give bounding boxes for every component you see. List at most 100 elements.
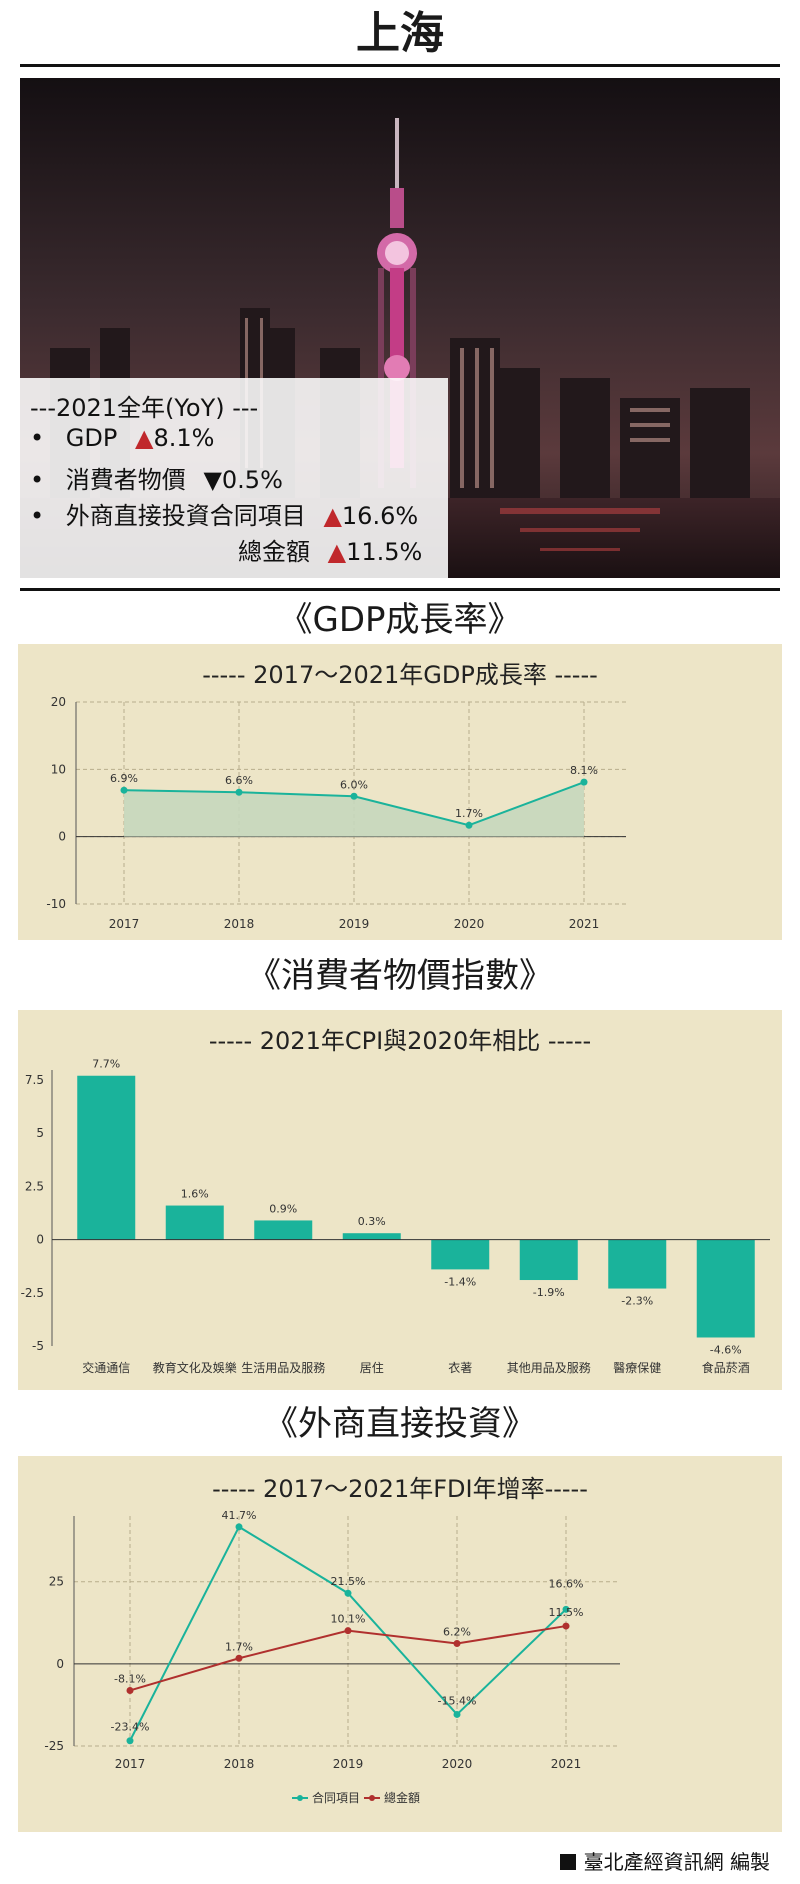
up-arrow-icon: ▲ <box>327 538 347 566</box>
cpi-bar <box>696 1239 755 1338</box>
yoy-stats-box: ---2021全年(YoY) --- • GDP ▲8.1% • 消費者物價 ▼… <box>20 378 448 578</box>
stats-header: ---2021全年(YoY) --- <box>30 394 259 422</box>
data-label: 7.7% <box>92 1058 120 1071</box>
cpi-bar <box>77 1075 136 1240</box>
stat-value: 11.5% <box>346 538 423 566</box>
data-label: 1.7% <box>455 807 483 820</box>
x-tick-label: 2021 <box>551 1757 582 1771</box>
gdp-point <box>235 788 243 796</box>
chart-title: ----- 2017～2021年GDP成長率 ----- <box>202 661 598 689</box>
stat-cpi: • 消費者物價 ▼0.5% <box>30 460 283 495</box>
stat-label: 外商直接投資合同項目 <box>65 502 306 530</box>
data-label: -1.9% <box>533 1286 565 1299</box>
y-tick-label: 5 <box>36 1126 44 1140</box>
x-tick-label: 生活用品及服務 <box>241 1361 325 1375</box>
stat-fdi-projects: • 外商直接投資合同項目 ▲16.6% <box>30 496 418 531</box>
page-title: 上海 <box>356 8 444 59</box>
x-tick-label: 食品菸酒 <box>702 1360 750 1375</box>
stat-value: 0.5% <box>221 466 283 494</box>
x-tick-label: 衣著 <box>448 1360 472 1375</box>
cpi-bar <box>165 1205 224 1240</box>
data-label: 1.7% <box>225 1640 253 1653</box>
data-label: 6.6% <box>225 774 253 787</box>
x-tick-label: 2018 <box>224 917 255 931</box>
data-label: -15.4% <box>438 1694 477 1707</box>
data-label: 1.6% <box>181 1188 209 1201</box>
section-title-gdp: 《GDP成長率》 <box>278 600 522 640</box>
series-point <box>344 1589 352 1597</box>
y-tick-label: 20 <box>51 695 66 709</box>
stat-value: 8.1% <box>153 424 215 452</box>
data-label: 11.5% <box>549 1606 584 1619</box>
gdp-chart: 20 10 0 -10 2017 2018 2019 2020 2021 6.9% 6.6% 6.0%… <box>46 695 626 931</box>
up-arrow-icon: ▲ <box>135 424 154 452</box>
x-tick-label: 教育文化及娛樂 <box>153 1360 237 1375</box>
x-tick-label: 2020 <box>454 917 485 931</box>
series-point <box>562 1622 570 1630</box>
legend-label: 總金額 <box>384 1790 420 1805</box>
gdp-point <box>120 786 128 794</box>
data-label: -2.3% <box>621 1295 653 1308</box>
data-label: -23.4% <box>111 1721 150 1734</box>
footer-credit: 臺北產經資訊網 編製 <box>559 1846 770 1875</box>
x-tick-label: 2019 <box>339 917 370 931</box>
x-tick-label: 2019 <box>333 1757 364 1771</box>
y-tick-label: -25 <box>44 1739 64 1753</box>
stat-label: 總金額 <box>238 538 310 566</box>
x-tick-label: 居住 <box>360 1361 384 1375</box>
fdi-chart-panel: ----- 2017～2021年FDI年增率----- 25 0 -25 2017 20… <box>18 1456 782 1832</box>
series-point <box>235 1523 243 1531</box>
stat-value: 16.6% <box>341 502 419 530</box>
bullet: • <box>30 502 45 530</box>
title-divider <box>20 64 780 67</box>
x-tick-label: 其他用品及服務 <box>507 1361 591 1375</box>
data-label: 8.1% <box>570 764 598 777</box>
cpi-bar <box>254 1220 313 1240</box>
data-label: 41.7% <box>222 1509 257 1522</box>
x-tick-label: 交通通信 <box>82 1360 130 1375</box>
x-tick-label: 醫療保健 <box>613 1361 661 1375</box>
series-point <box>235 1654 243 1662</box>
y-tick-label: 0 <box>36 1233 44 1247</box>
stat-label: GDP <box>65 424 118 452</box>
x-tick-label: 2017 <box>109 917 140 931</box>
stat-label: 消費者物價 <box>65 466 186 494</box>
cpi-bar <box>608 1239 667 1289</box>
legend-marker <box>297 1795 303 1801</box>
section-title-cpi: 《消費者物價指數》 <box>247 956 553 996</box>
gdp-point <box>465 821 473 829</box>
stat-gdp: • GDP ▲8.1% <box>30 424 214 452</box>
x-tick-label: 2018 <box>224 1757 255 1771</box>
legend-label: 合同項目 <box>312 1790 360 1805</box>
data-label: 6.9% <box>110 772 138 785</box>
x-tick-label: 2021 <box>569 917 600 931</box>
bullet: • <box>30 466 45 494</box>
cpi-bar <box>342 1233 401 1240</box>
data-label: 6.0% <box>340 778 368 791</box>
gdp-chart-panel: ----- 2017～2021年GDP成長率 ----- 20 10 0 -10 201… <box>18 644 782 940</box>
cpi-bar <box>519 1239 578 1281</box>
data-label: -1.4% <box>444 1275 476 1288</box>
series-point <box>344 1627 352 1635</box>
data-label: 16.6% <box>549 1577 584 1590</box>
gdp-area <box>124 782 584 837</box>
square-icon <box>559 1854 576 1870</box>
y-tick-label: 7.5 <box>25 1073 44 1087</box>
stat-fdi-amount: 總金額 ▲11.5% <box>238 532 422 567</box>
data-label: 0.3% <box>358 1215 386 1228</box>
cpi-chart-panel: ----- 2021年CPI與2020年相比 ----- 7.5 5 2.5 0 -2.… <box>18 1010 782 1390</box>
series-point <box>453 1710 461 1718</box>
series-point <box>562 1605 570 1613</box>
photo-divider <box>20 588 780 591</box>
footer-text: 臺北產經資訊網 編製 <box>583 1850 770 1874</box>
cpi-bar <box>431 1239 490 1270</box>
x-tick-label: 2017 <box>115 1757 146 1771</box>
y-tick-label: 10 <box>51 762 66 776</box>
cpi-chart: 7.5 5 2.5 0 -2.5 -5 7.7% 交通通信 1.6% 教育文化及娛樂 0.9% 生活用… <box>21 1058 770 1375</box>
y-tick-label: 2.5 <box>25 1179 44 1193</box>
y-tick-label: 0 <box>56 1657 64 1671</box>
x-tick-label: 2020 <box>442 1757 473 1771</box>
chart-title: ----- 2017～2021年FDI年增率----- <box>212 1475 588 1503</box>
data-label: 6.2% <box>443 1625 471 1638</box>
series-point <box>126 1737 134 1745</box>
